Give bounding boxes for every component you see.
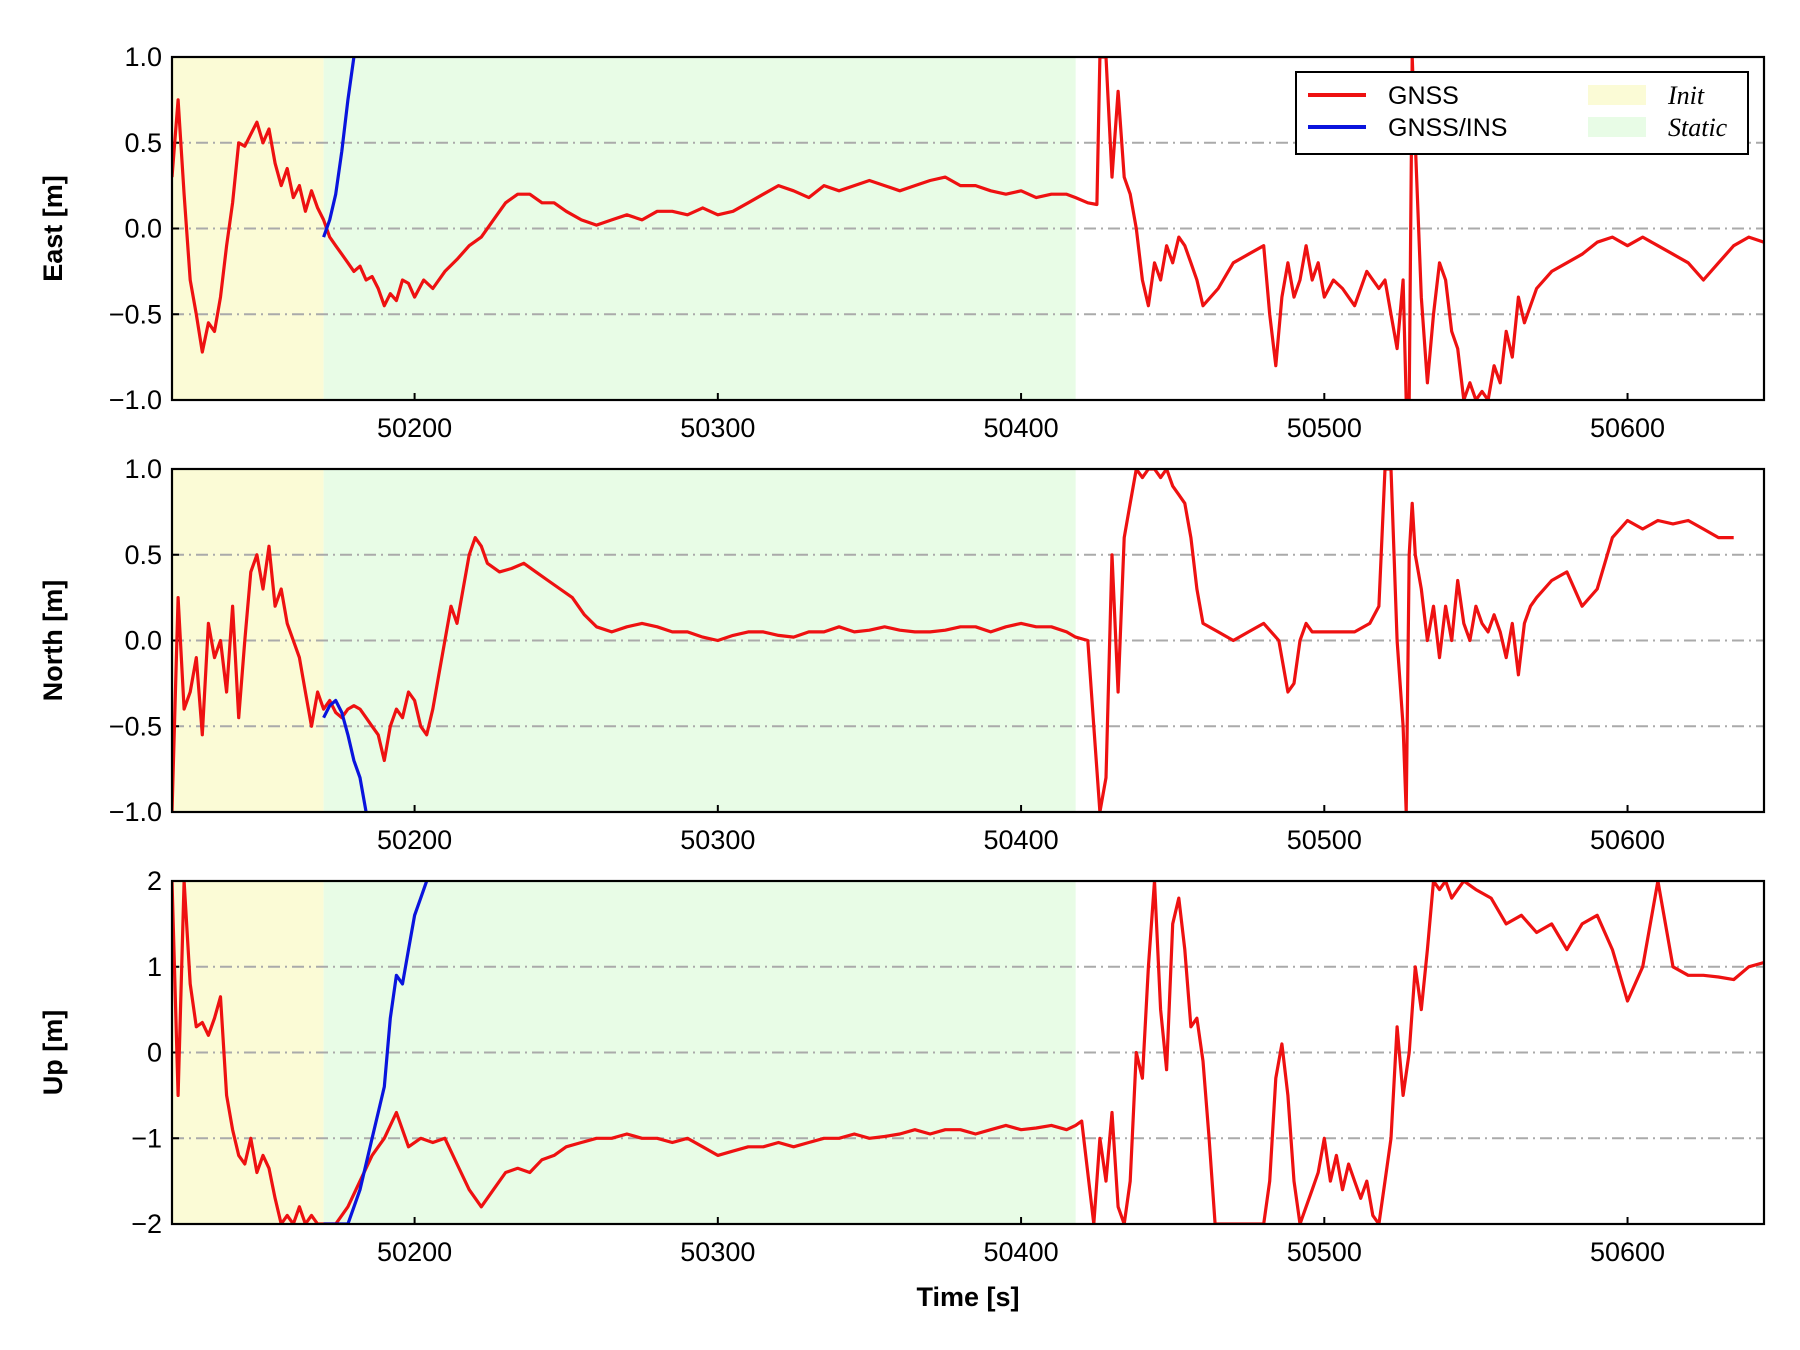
legend-label: GNSS [1388,82,1459,110]
legend-label: GNSS/INS [1388,114,1507,142]
x-axis-title: Time [s] [916,1282,1019,1312]
legend: GNSS GNSS/INS Init Static [1295,71,1749,155]
plot-frame [170,879,1766,1226]
series-gnss [172,881,1764,1224]
y-tick-label: −2 [131,1209,162,1239]
subplot-2: 1.0 0.5 0.0 −0.5 −1.0 50200 50300 50400 50500 506… [38,454,1766,855]
series-gnss-ins [322,57,356,238]
y-tick-label: 2 [147,866,162,896]
y-tick-label: −1.0 [109,797,162,827]
x-tick-label: 50200 [377,825,452,855]
y-tick-label: −1.0 [109,385,162,415]
subplots: 1.0 0.5 0.0 −0.5 −1.0 50200 50300 50400 50500 506… [38,42,1766,1267]
x-tick-label: 50400 [984,413,1059,443]
x-tick-label: 50600 [1590,1237,1665,1267]
series-gnss [172,57,1764,400]
y-axis-title: East [m] [38,175,68,282]
x-tick-label: 50300 [680,1237,755,1267]
legend-box [1295,71,1749,155]
y-tick-label: 1 [147,952,162,982]
y-tick-label: −1 [131,1123,162,1153]
x-tick-label: 50200 [377,413,452,443]
series-gnss-ins [322,698,368,812]
y-tick-label: 0.5 [124,540,162,570]
y-tick-label: 0.0 [124,214,162,244]
legend-swatch-static [1588,117,1646,137]
x-tick-label: 50500 [1287,825,1362,855]
x-tick-label: 50300 [680,825,755,855]
x-tick-label: 50600 [1590,825,1665,855]
y-tick-label: −0.5 [109,299,162,329]
series-gnss-ins [323,881,429,1224]
y-tick-label: 1.0 [124,454,162,484]
x-tick-label: 50200 [377,1237,452,1267]
y-tick-label: 0.0 [124,626,162,656]
y-tick-label: 0 [147,1038,162,1068]
x-tick-label: 50400 [984,825,1059,855]
y-axis-title: Up [m] [38,1010,68,1095]
y-tick-label: −0.5 [109,711,162,741]
x-tick-label: 50300 [680,413,755,443]
legend-label: Static [1668,113,1728,142]
x-tick-label: 50600 [1590,413,1665,443]
legend-swatch-init [1588,85,1646,105]
y-tick-label: 0.5 [124,128,162,158]
subplot-3: 2 1 0 −1 −2 50200 50300 50400 50500 50600 Up [m] [38,866,1766,1267]
legend-label: Init [1667,81,1705,110]
y-axis-title: North [m] [38,580,68,701]
plot-frame [170,467,1766,814]
x-tick-label: 50500 [1287,413,1362,443]
plot-frame [170,55,1766,402]
x-tick-label: 50500 [1287,1237,1362,1267]
y-tick-label: 1.0 [124,42,162,72]
x-tick-label: 50400 [984,1237,1059,1267]
